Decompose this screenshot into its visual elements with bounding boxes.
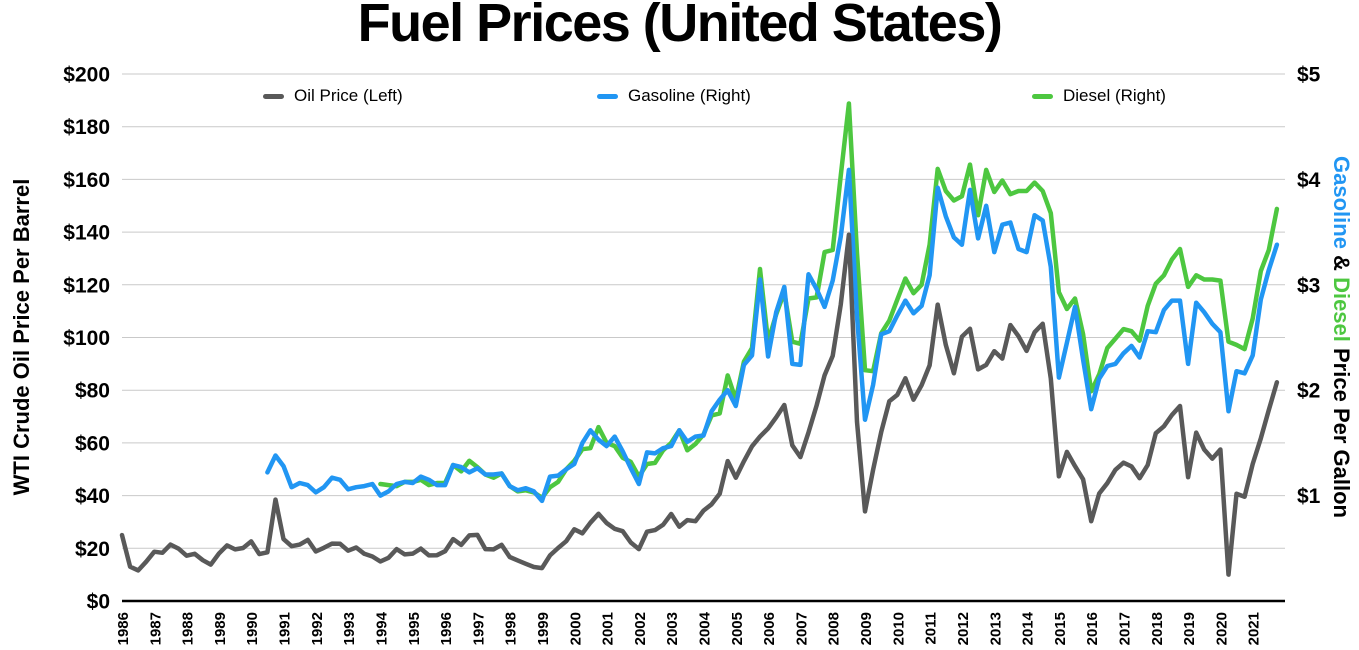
x-axis-tick: 1996 bbox=[438, 612, 455, 645]
x-axis-tick: 1987 bbox=[147, 612, 164, 645]
x-axis-tick: 2014 bbox=[1020, 611, 1037, 645]
legend-item-oil: Oil Price (Left) bbox=[263, 86, 403, 106]
right-axis-tick: $2 bbox=[1297, 380, 1320, 403]
x-axis-tick: 2009 bbox=[858, 612, 875, 645]
x-axis-tick: 1994 bbox=[373, 611, 390, 645]
left-axis-tick: $160 bbox=[63, 169, 110, 192]
left-axis-tick: $20 bbox=[75, 538, 110, 561]
x-axis-tick: 2007 bbox=[793, 612, 810, 645]
x-axis-tick: 1993 bbox=[341, 612, 358, 645]
x-axis-tick: 2000 bbox=[567, 612, 584, 645]
x-axis-tick: 2020 bbox=[1213, 612, 1230, 645]
x-axis-tick: 2019 bbox=[1181, 612, 1198, 645]
left-axis-tick: $0 bbox=[87, 591, 110, 614]
left-axis-tick: $200 bbox=[63, 64, 110, 87]
diesel-legend-swatch bbox=[1032, 93, 1053, 99]
right-axis-tick: $4 bbox=[1297, 169, 1321, 192]
x-axis-tick: 1997 bbox=[470, 612, 487, 645]
x-axis-tick: 1998 bbox=[503, 612, 520, 645]
x-axis-tick: 2005 bbox=[729, 612, 746, 645]
right-axis-tick: $5 bbox=[1297, 64, 1321, 87]
x-axis-tick: 2002 bbox=[632, 612, 649, 645]
x-axis-tick: 2013 bbox=[987, 612, 1004, 645]
left-axis-tick: $180 bbox=[63, 116, 110, 139]
right-axis-tick: $3 bbox=[1297, 274, 1320, 297]
chart-title: Fuel Prices (United States) bbox=[357, 0, 1003, 53]
legend-item-gasoline: Gasoline (Right) bbox=[597, 86, 751, 106]
x-axis-tick: 2011 bbox=[923, 612, 940, 645]
x-axis-tick: 2017 bbox=[1116, 612, 1133, 645]
x-axis-tick: 2021 bbox=[1246, 612, 1263, 645]
left-axis-tick: $40 bbox=[75, 485, 110, 508]
right-axis-tick: $1 bbox=[1297, 485, 1321, 508]
x-axis-tick: 1991 bbox=[277, 612, 294, 645]
left-axis-tick: $100 bbox=[63, 327, 110, 350]
x-axis-tick: 1999 bbox=[535, 612, 552, 645]
x-axis-tick: 2006 bbox=[761, 612, 778, 645]
left-axis-tick: $140 bbox=[63, 222, 110, 245]
gasoline-legend-swatch bbox=[597, 93, 618, 99]
x-axis-tick: 1989 bbox=[212, 612, 229, 645]
left-axis-tick: $80 bbox=[75, 380, 110, 403]
x-axis-tick: 2010 bbox=[890, 612, 907, 645]
x-axis-tick: 2016 bbox=[1084, 612, 1101, 645]
x-axis-tick: 1988 bbox=[180, 612, 197, 645]
x-axis-tick: 1990 bbox=[244, 612, 261, 645]
x-axis-tick: 2004 bbox=[697, 611, 714, 645]
x-axis-tick: 2008 bbox=[826, 612, 843, 645]
x-axis-tick: 1986 bbox=[115, 612, 132, 645]
diesel-legend-label: Diesel (Right) bbox=[1063, 86, 1166, 105]
x-axis-tick: 2012 bbox=[955, 612, 972, 645]
oil-legend-label: Oil Price (Left) bbox=[294, 86, 403, 105]
left-axis-tick: $60 bbox=[75, 432, 110, 455]
legend-item-diesel: Diesel (Right) bbox=[1032, 86, 1166, 106]
x-axis-tick: 1992 bbox=[309, 612, 326, 645]
series-line-oil-price-left bbox=[119, 232, 1280, 577]
gasoline-legend-label: Gasoline (Right) bbox=[628, 86, 751, 105]
x-axis-tick: 2015 bbox=[1052, 612, 1069, 645]
x-axis-tick: 1995 bbox=[406, 612, 423, 645]
x-axis-tick: 2003 bbox=[664, 612, 681, 645]
oil-legend-swatch bbox=[263, 93, 284, 99]
x-axis-tick: 2018 bbox=[1149, 612, 1166, 645]
left-axis-tick: $120 bbox=[63, 274, 110, 297]
x-axis-tick: 2001 bbox=[600, 612, 617, 645]
series-line-gasoline-right bbox=[265, 167, 1280, 504]
